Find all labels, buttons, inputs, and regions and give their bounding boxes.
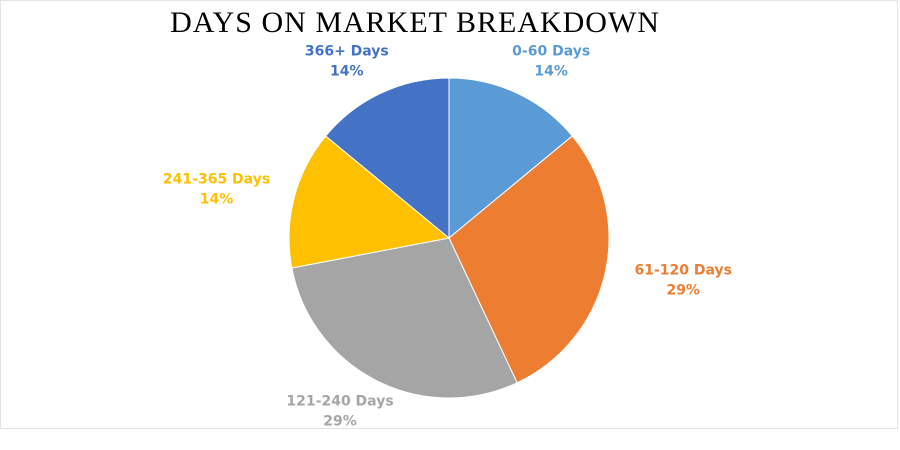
pie-slice bbox=[288, 135, 451, 269]
slice-label: 241-365 Days bbox=[163, 172, 270, 188]
slice-label: 61-120 Days bbox=[634, 263, 732, 279]
slice-value-label: 14% bbox=[330, 64, 364, 80]
slice-label: 0-60 Days bbox=[512, 44, 590, 60]
slice-value-label: 14% bbox=[534, 64, 568, 80]
pie-slice bbox=[325, 77, 450, 240]
pie-slice bbox=[291, 237, 518, 399]
slice-value-label: 29% bbox=[666, 283, 700, 299]
chart-frame bbox=[0, 0, 898, 429]
slice-label: 366+ Days bbox=[305, 44, 389, 60]
slice-value-label: 29% bbox=[323, 414, 357, 430]
pie-slice bbox=[448, 77, 573, 240]
chart-title: DAYS ON MARKET BREAKDOWN bbox=[170, 6, 660, 39]
slice-label: 121-240 Days bbox=[286, 394, 393, 410]
pie-slice bbox=[448, 135, 610, 384]
slice-value-label: 14% bbox=[200, 192, 234, 208]
